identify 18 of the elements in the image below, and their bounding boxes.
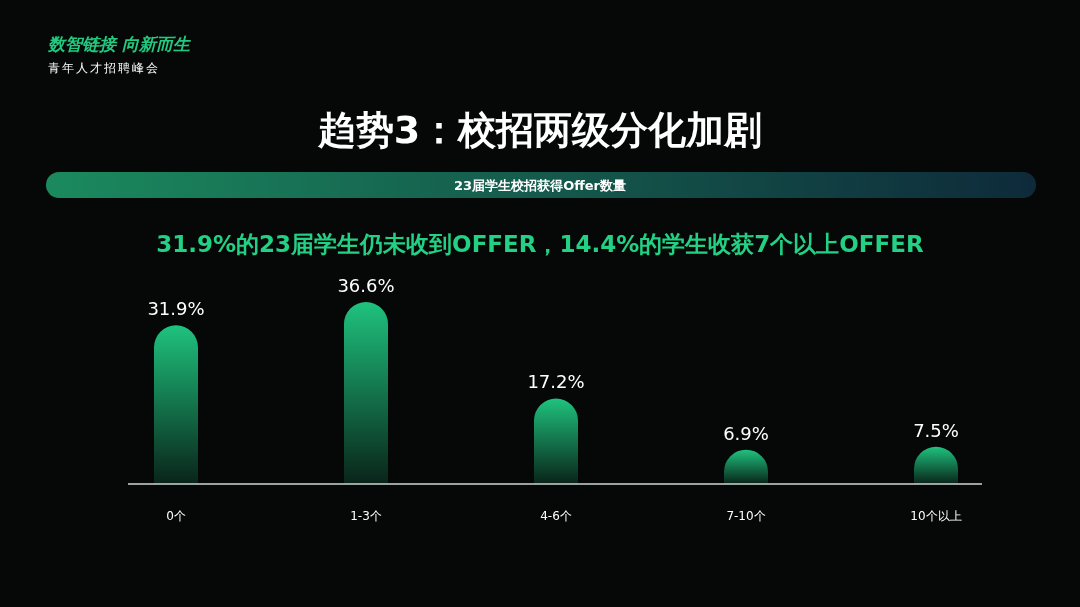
chart-title: 趋势3：校招两级分化加剧 — [316, 108, 763, 152]
x-tick-label: 4-6个 — [540, 509, 572, 523]
x-tick-label: 1-3个 — [350, 509, 382, 523]
x-tick-label: 7-10个 — [726, 509, 766, 523]
data-label: 31.9% — [147, 298, 205, 320]
text: 数智链接 向新而生 — [47, 34, 192, 54]
text: 青年人才招聘峰会 — [48, 61, 160, 75]
data-label: 6.9% — [723, 422, 769, 444]
bar — [534, 398, 578, 484]
data-label: 7.5% — [913, 419, 959, 441]
data-label: 17.2% — [527, 371, 585, 393]
data-label: 36.6% — [337, 275, 395, 296]
x-tick-label: 10个以上 — [910, 509, 962, 523]
text: 31.9%的23届学生仍未收到OFFER，14.4%的学生收获7个以上OFFER — [156, 231, 924, 257]
x-tick-label: 0个 — [166, 509, 186, 523]
bar — [154, 325, 198, 484]
bar — [344, 302, 388, 484]
chart-subtitle: 23届学生校招获得Offer数量 — [454, 178, 626, 193]
